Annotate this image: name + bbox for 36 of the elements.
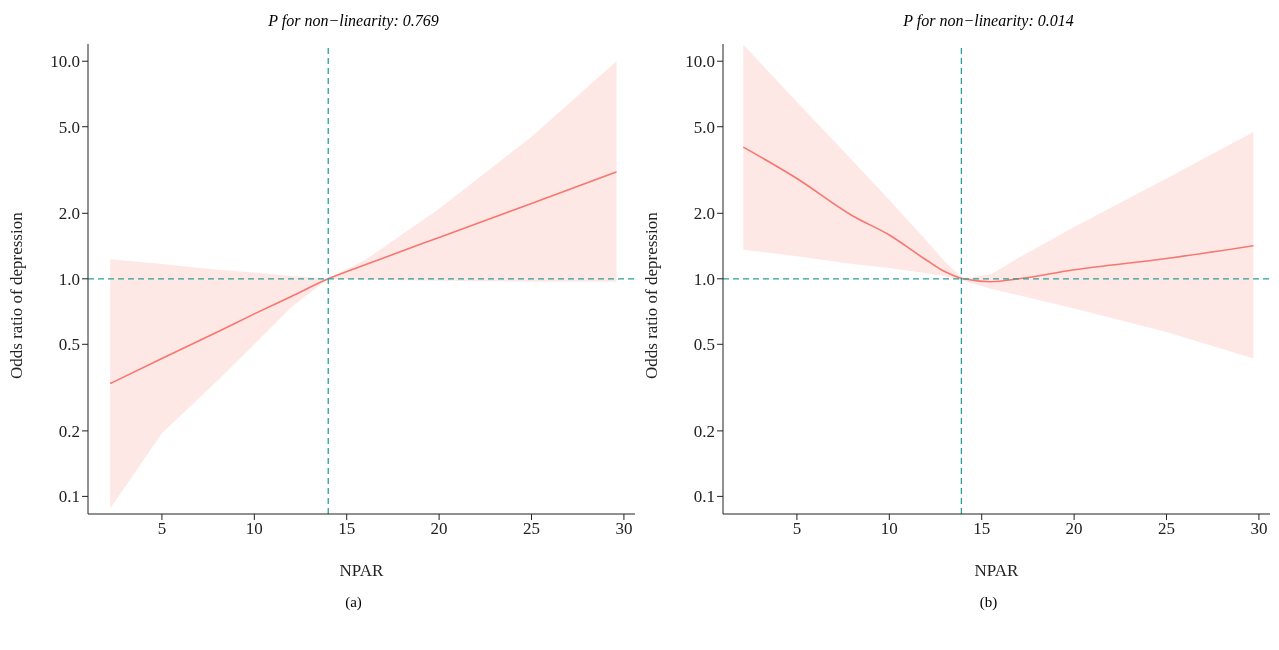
x-tick-label: 25: [523, 519, 541, 539]
chart-title: P for non−linearity: 0.769: [267, 11, 440, 32]
text: (a): [344, 594, 363, 611]
y-tick-label: 1.0: [693, 269, 715, 289]
text: (b): [978, 594, 999, 611]
x-tick-label: 30: [1250, 519, 1268, 539]
line-series: [742, 146, 1255, 283]
x-tick-label: 15: [338, 519, 356, 539]
y-tick-label: 5.0: [58, 117, 80, 137]
y-tick-label: 0.5: [693, 335, 715, 355]
x-axis-title: NPAR: [974, 561, 1020, 580]
x-tick-label: 10: [245, 519, 263, 539]
y-tick-label: 10.0: [685, 52, 715, 72]
y-tick-label: 10.0: [50, 52, 80, 72]
y-tick-label: 0.2: [693, 421, 715, 441]
y-tick-label: 0.1: [693, 487, 715, 507]
y-tick-label: 1.0: [58, 269, 80, 289]
y-axis-title: Odds ratio of depression: [642, 211, 662, 379]
y-tick-label: 2.0: [693, 204, 715, 224]
line-series: [109, 171, 618, 385]
y-tick-label: 0.2: [58, 421, 80, 441]
y-tick-label: 5.0: [693, 117, 715, 137]
x-tick-label: 30: [615, 519, 633, 539]
x-tick-label: 15: [973, 519, 991, 539]
x-tick-label: 20: [1065, 519, 1083, 539]
x-tick-label: 25: [1158, 519, 1176, 539]
x-tick-label: 5: [157, 519, 167, 539]
x-tick-label: 5: [792, 519, 802, 539]
x-tick-label: 20: [430, 519, 448, 539]
y-tick-label: 2.0: [58, 204, 80, 224]
y-tick-label: 0.5: [58, 335, 80, 355]
y-tick-label: 0.1: [58, 487, 80, 507]
x-tick-label: 10: [880, 519, 898, 539]
x-axis-title: NPAR: [339, 561, 385, 580]
y-axis-title: Odds ratio of depression: [7, 211, 27, 379]
chart-title: P for non−linearity: 0.014: [902, 11, 1075, 32]
